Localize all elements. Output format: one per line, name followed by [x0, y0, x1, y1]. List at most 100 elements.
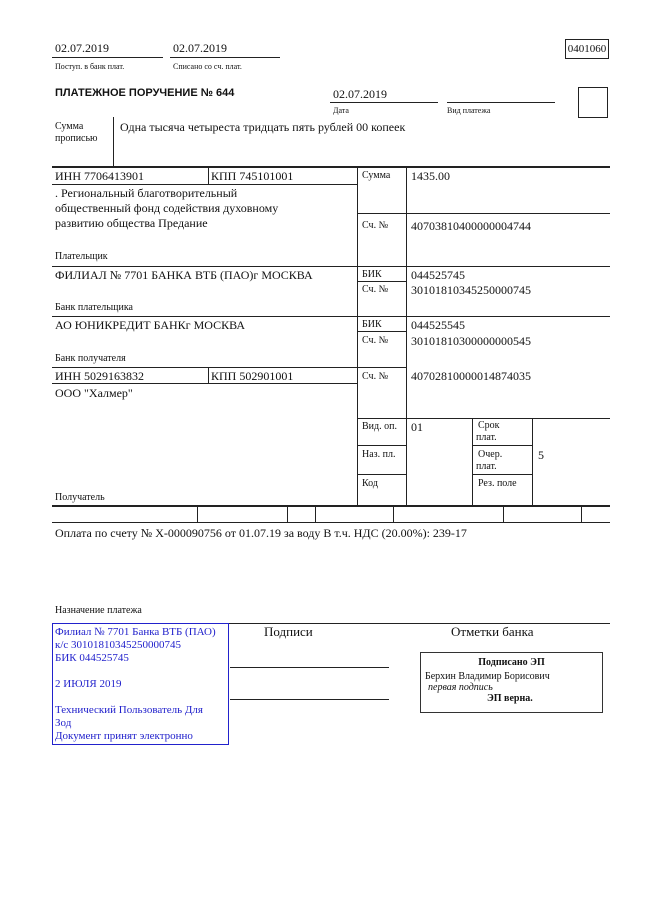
payer-kpp: КПП 745101001 — [211, 169, 294, 183]
divider — [532, 418, 533, 505]
debited-label: Списано со сч. плат. — [173, 62, 242, 71]
payee-label: Получатель — [55, 492, 105, 503]
amount-words-label: прописью — [55, 133, 98, 144]
signature-line — [230, 699, 389, 700]
divider — [357, 166, 358, 505]
order-label: Очер. — [478, 449, 503, 460]
payee-account-label: Сч. № — [362, 371, 389, 382]
divider — [52, 623, 610, 624]
bank-stamp: Филиал № 7701 Банка ВТБ (ПАО) к/с 301018… — [52, 623, 229, 745]
payer-label: Плательщик — [55, 251, 108, 262]
stamp-line — [55, 691, 228, 704]
payer-account: 40703810400000004744 — [411, 219, 531, 233]
payee-bank-label: Банк получателя — [55, 353, 126, 364]
payee-bank-bik-label: БИК — [362, 319, 382, 330]
reserve-label: Рез. поле — [478, 478, 517, 489]
divider — [315, 506, 316, 522]
divider — [52, 522, 610, 523]
divider — [52, 367, 406, 368]
divider — [357, 418, 610, 419]
signature-block: Подписано ЭП Берхин Владимир Борисович п… — [420, 652, 603, 713]
document-date: 02.07.2019 — [333, 87, 387, 101]
received-date: 02.07.2019 — [55, 41, 109, 55]
signature-valid: ЭП верна. — [487, 693, 533, 704]
divider — [357, 445, 406, 446]
payer-bank-bik-label: БИК — [362, 269, 382, 280]
term-label: Срок — [478, 420, 500, 431]
signed-title: Подписано ЭП — [478, 657, 545, 668]
divider — [208, 367, 209, 383]
stamp-line: БИК 044525745 — [55, 652, 129, 664]
payer-bank-account: 30101810345250000745 — [411, 283, 531, 297]
stamp-line: Зод — [55, 717, 72, 729]
bank-marks-label: Отметки банка — [451, 624, 534, 639]
sum-value: 1435.00 — [411, 169, 450, 183]
divider — [393, 506, 394, 522]
payer-bank-bik: 044525745 — [411, 268, 465, 282]
payer-bank-account-label: Сч. № — [362, 284, 389, 295]
divider — [447, 102, 555, 103]
payer-account-label: Сч. № — [362, 220, 389, 231]
payer-bank-label: Банк плательщика — [55, 302, 133, 313]
order-value: 5 — [538, 448, 544, 462]
stamp-line: Технический Пользователь Для — [55, 704, 203, 716]
signer-role: первая подпись — [428, 682, 493, 693]
divider — [52, 184, 357, 185]
payee-name: ООО "Халмер" — [55, 386, 133, 400]
amount-words-label: Сумма — [55, 121, 84, 132]
divider — [472, 474, 532, 475]
divider — [52, 505, 610, 507]
purpose-label: Назначение платежа — [55, 605, 142, 616]
stamp-line: Документ принят электронно — [55, 730, 193, 742]
divider — [113, 117, 114, 166]
payee-bank-account-label: Сч. № — [362, 335, 389, 346]
payer-inn: ИНН 7706413901 — [55, 169, 144, 183]
payee-bank-name: АО ЮНИКРЕДИТ БАНКг МОСКВА — [55, 318, 245, 332]
sum-label: Сумма — [362, 170, 391, 181]
divider — [357, 474, 406, 475]
stamp-line — [55, 665, 228, 678]
divider — [503, 506, 504, 522]
payee-inn: ИНН 5029163832 — [55, 369, 144, 383]
op-type-label: Вид. оп. — [362, 421, 397, 432]
payment-purpose: Оплата по счету № Х-000090756 от 01.07.1… — [55, 526, 467, 540]
divider — [357, 281, 406, 282]
order-label: плат. — [476, 461, 497, 472]
code-label: Код — [362, 478, 378, 489]
received-label: Поступ. в банк плат. — [55, 62, 125, 71]
divider — [330, 102, 438, 103]
divider — [52, 57, 163, 58]
payer-bank-name: ФИЛИАЛ № 7701 БАНКА ВТБ (ПАО)г МОСКВА — [55, 268, 313, 282]
payment-type-label: Вид платежа — [447, 106, 491, 115]
date-label: Дата — [333, 106, 349, 115]
payee-account: 40702810000014874035 — [411, 369, 531, 383]
payer-name: общественный фонд содействия духовному — [55, 201, 279, 215]
stamp-line: 2 ИЮЛЯ 2019 — [55, 678, 122, 690]
payee-bank-bik: 044525545 — [411, 318, 465, 332]
divider — [406, 166, 407, 505]
divider — [52, 316, 610, 317]
divider — [287, 506, 288, 522]
debited-date: 02.07.2019 — [173, 41, 227, 55]
signature-line — [230, 667, 389, 668]
signer-name: Берхин Владимир Борисович — [425, 671, 550, 682]
divider — [170, 57, 280, 58]
amount-words: Одна тысяча четыреста тридцать пять рубл… — [120, 120, 406, 134]
divider — [52, 266, 610, 267]
divider — [357, 213, 610, 214]
payee-bank-account: 30101810300000000545 — [411, 334, 531, 348]
op-type: 01 — [411, 420, 423, 434]
divider — [581, 506, 582, 522]
page-title: ПЛАТЕЖНОЕ ПОРУЧЕНИЕ № 644 — [55, 87, 235, 99]
purpose-code-label: Наз. пл. — [362, 449, 396, 460]
payer-name: развитию общества Предание — [55, 216, 208, 230]
divider — [52, 166, 610, 168]
stamp-line: Филиал № 7701 Банка ВТБ (ПАО) — [55, 626, 216, 638]
status-box — [578, 87, 608, 118]
stamp-line: к/с 30101810345250000745 — [55, 639, 182, 651]
divider — [208, 166, 209, 184]
signatures-label: Подписи — [264, 624, 313, 639]
divider — [472, 445, 532, 446]
term-label: плат. — [476, 432, 497, 443]
payee-kpp: КПП 502901001 — [211, 369, 294, 383]
